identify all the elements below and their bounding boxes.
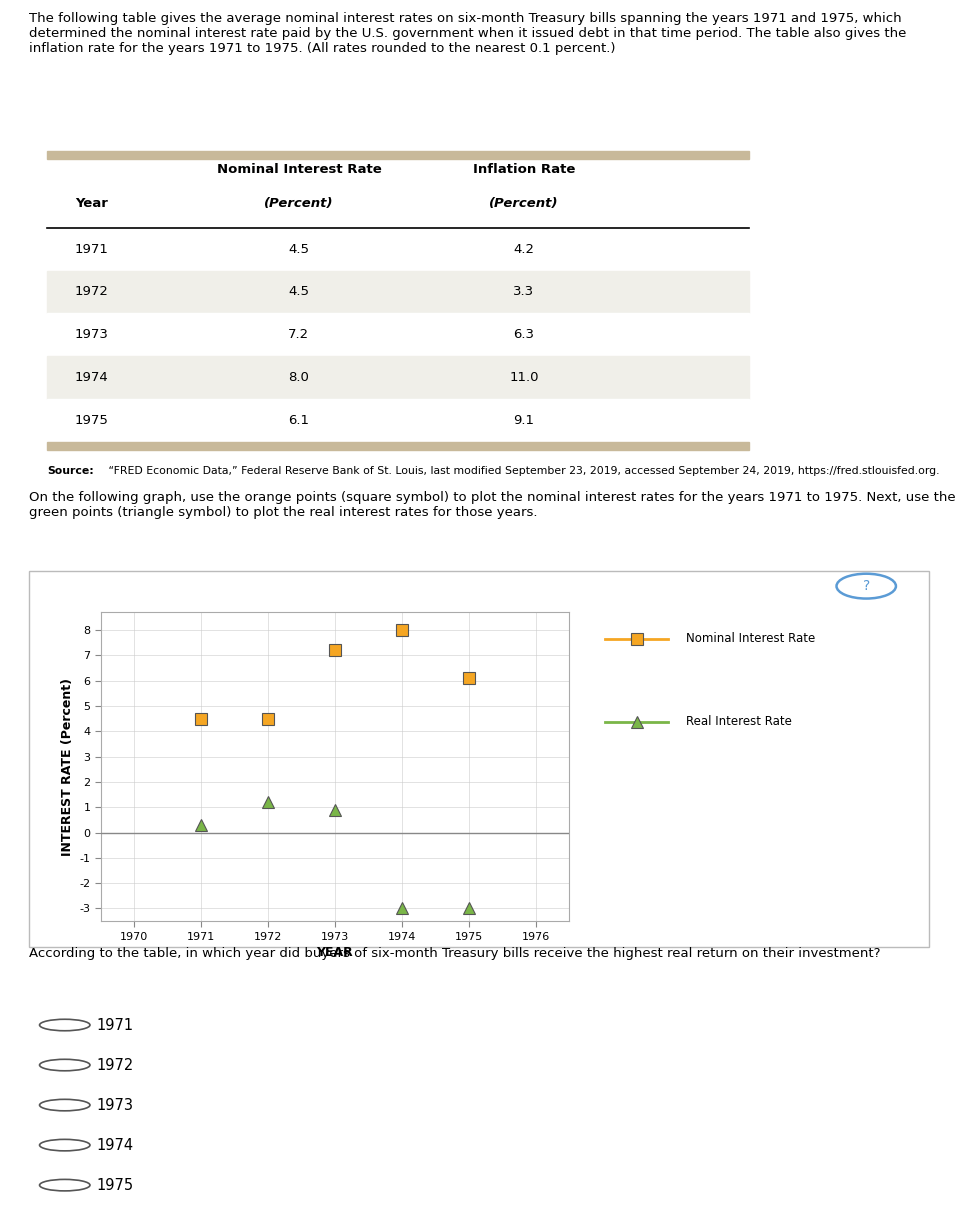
Text: (Percent): (Percent): [490, 197, 559, 210]
Bar: [47, 441, 749, 450]
Text: ?: ?: [862, 579, 870, 593]
Text: 4.2: 4.2: [513, 243, 535, 255]
Text: According to the table, in which year did buyers of six-month Treasury bills rec: According to the table, in which year di…: [29, 947, 880, 960]
Bar: [47, 313, 749, 356]
Text: 4.5: 4.5: [288, 286, 309, 298]
Text: Source:: Source:: [47, 466, 94, 475]
Text: 11.0: 11.0: [510, 371, 538, 384]
Bar: [47, 227, 749, 270]
Text: 1974: 1974: [96, 1138, 133, 1152]
Text: 3.3: 3.3: [513, 286, 535, 298]
Text: Real Interest Rate: Real Interest Rate: [686, 715, 792, 728]
FancyBboxPatch shape: [29, 571, 929, 947]
Bar: [47, 398, 749, 441]
Text: Year: Year: [76, 197, 108, 210]
Text: Nominal Interest Rate: Nominal Interest Rate: [217, 163, 381, 176]
Bar: [47, 356, 749, 398]
Text: 6.1: 6.1: [288, 414, 309, 426]
Bar: [47, 270, 749, 313]
Text: 1972: 1972: [96, 1057, 133, 1073]
Text: Inflation Rate: Inflation Rate: [473, 163, 575, 176]
Text: 1972: 1972: [75, 286, 108, 298]
Text: 4.5: 4.5: [288, 243, 309, 255]
Text: On the following graph, use the orange points (square symbol) to plot the nomina: On the following graph, use the orange p…: [29, 491, 955, 519]
Text: 1974: 1974: [75, 371, 108, 384]
Text: 9.1: 9.1: [513, 414, 535, 426]
Text: 1975: 1975: [75, 414, 108, 426]
Text: Nominal Interest Rate: Nominal Interest Rate: [686, 632, 815, 645]
Text: 1973: 1973: [96, 1097, 133, 1112]
Text: 1971: 1971: [96, 1018, 133, 1033]
Text: The following table gives the average nominal interest rates on six-month Treasu: The following table gives the average no…: [29, 12, 906, 55]
Text: 8.0: 8.0: [288, 371, 309, 384]
Text: “FRED Economic Data,” Federal Reserve Bank of St. Louis, last modified September: “FRED Economic Data,” Federal Reserve Ba…: [105, 466, 940, 475]
Text: 1975: 1975: [96, 1178, 133, 1193]
Text: 1971: 1971: [75, 243, 108, 255]
Text: 1973: 1973: [75, 329, 108, 341]
Text: (Percent): (Percent): [264, 197, 333, 210]
Text: 6.3: 6.3: [513, 329, 535, 341]
Bar: [47, 150, 749, 159]
Text: 7.2: 7.2: [288, 329, 309, 341]
